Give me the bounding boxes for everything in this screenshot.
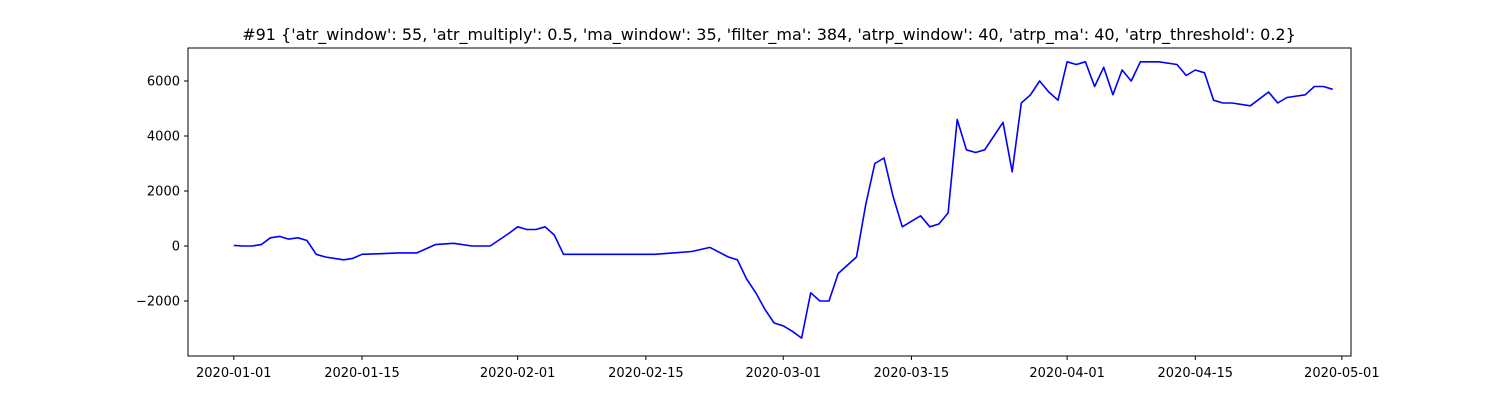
y-tick-label: 0 xyxy=(172,240,180,255)
y-axis: −2000 0 2000 4000 6000 xyxy=(136,75,188,310)
plot-area-frame xyxy=(187,47,1352,357)
y-tick-label: 2000 xyxy=(147,185,180,200)
x-axis: 2020-01-01 2020-01-15 2020-02-01 2020-02-15… xyxy=(196,356,1380,381)
x-tick-label: 2020-04-01 xyxy=(1029,366,1105,381)
x-tick-label: 2020-02-01 xyxy=(480,366,556,381)
x-tick-label: 2020-02-15 xyxy=(608,366,684,381)
chart-title: #91 {'atr_window': 55, 'atr_multiply': 0… xyxy=(242,25,1296,45)
y-tick-label: −2000 xyxy=(136,295,180,310)
x-tick-label: 2020-01-15 xyxy=(324,366,400,381)
series-layer xyxy=(233,60,1333,339)
x-tick-label: 2020-03-01 xyxy=(745,366,821,381)
y-tick-label: 6000 xyxy=(147,75,180,90)
x-tick-label: 2020-04-15 xyxy=(1158,366,1234,381)
y-tick-label: 4000 xyxy=(147,130,180,145)
series-line-0 xyxy=(233,60,1333,339)
x-tick-label: 2020-01-01 xyxy=(196,366,272,381)
x-tick-label: 2020-05-01 xyxy=(1304,366,1380,381)
x-tick-label: 2020-03-15 xyxy=(874,366,950,381)
